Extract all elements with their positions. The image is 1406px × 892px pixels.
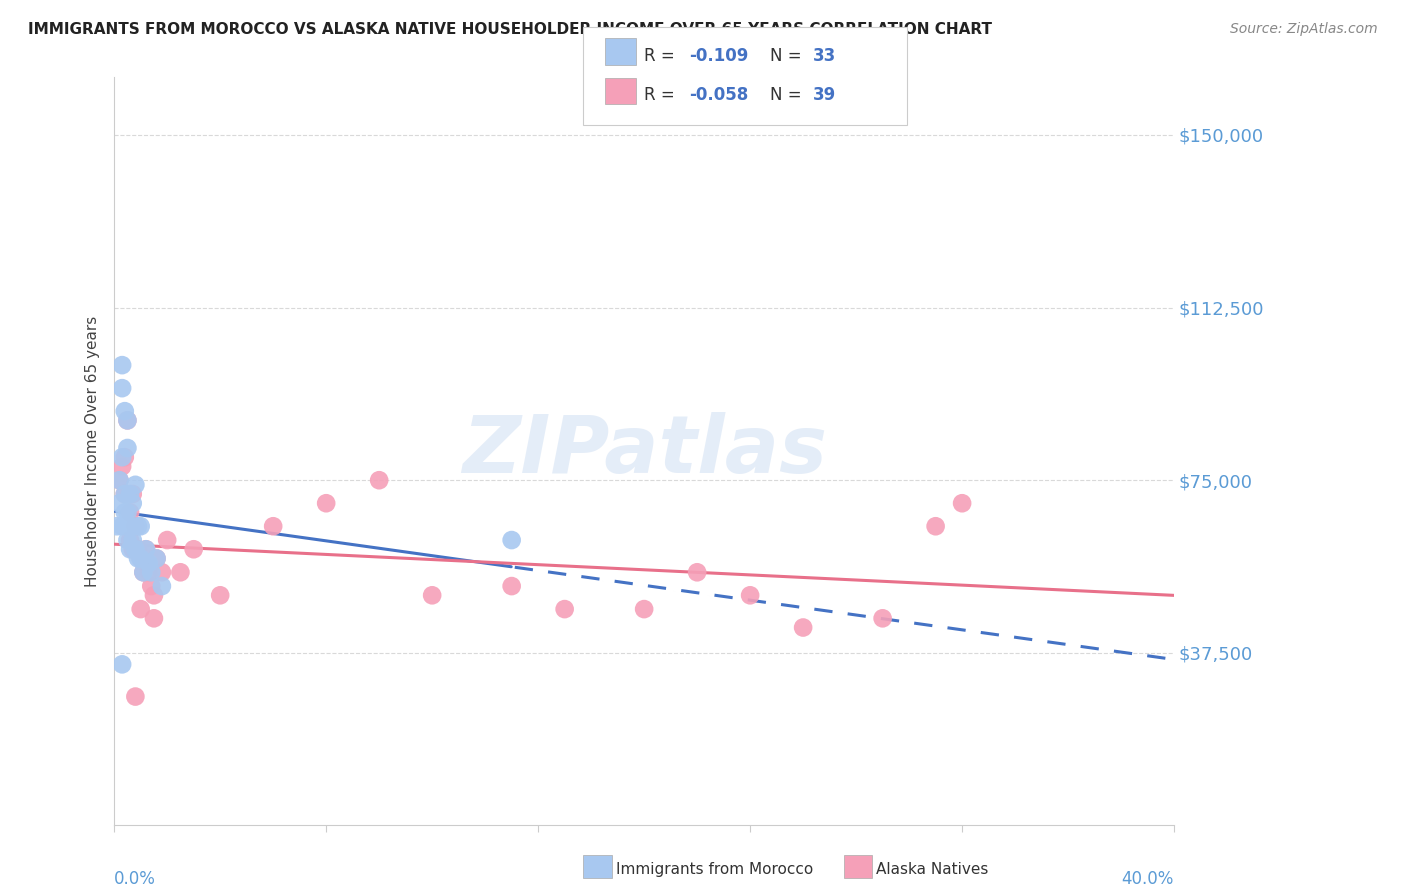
Point — [150, 579, 173, 593]
Point — [145, 551, 167, 566]
Point — [633, 602, 655, 616]
Point — [124, 690, 146, 704]
Point — [209, 588, 232, 602]
Text: 33: 33 — [813, 47, 837, 65]
Point — [156, 533, 179, 547]
Point — [686, 566, 709, 580]
Point — [138, 566, 160, 580]
Point — [117, 413, 139, 427]
Point — [501, 579, 523, 593]
Point — [117, 441, 139, 455]
Text: ZIPatlas: ZIPatlas — [461, 412, 827, 491]
Point — [554, 602, 576, 616]
Point — [950, 496, 973, 510]
Point — [121, 487, 143, 501]
Text: R =: R = — [644, 47, 681, 65]
Point — [105, 519, 128, 533]
Text: Alaska Natives: Alaska Natives — [876, 863, 988, 877]
Point — [127, 551, 149, 566]
Text: 39: 39 — [813, 87, 837, 104]
Point — [108, 496, 131, 510]
Point — [740, 588, 762, 602]
Point — [142, 588, 165, 602]
Point — [315, 496, 337, 510]
Point — [129, 551, 152, 566]
Text: N =: N = — [770, 47, 807, 65]
Point — [129, 519, 152, 533]
Text: 0.0%: 0.0% — [114, 871, 156, 888]
Point — [114, 450, 136, 465]
Point — [108, 473, 131, 487]
Text: -0.058: -0.058 — [689, 87, 748, 104]
Point — [117, 533, 139, 547]
Point — [114, 505, 136, 519]
Point — [129, 602, 152, 616]
Point — [108, 473, 131, 487]
Point — [111, 358, 134, 372]
Point — [117, 505, 139, 519]
Point — [124, 519, 146, 533]
Point — [121, 542, 143, 557]
Point — [121, 533, 143, 547]
Point — [120, 519, 142, 533]
Point — [138, 556, 160, 570]
Point — [150, 566, 173, 580]
Point — [135, 542, 157, 557]
Point — [141, 566, 163, 580]
Text: R =: R = — [644, 87, 681, 104]
Point — [262, 519, 284, 533]
Point — [132, 566, 155, 580]
Point — [183, 542, 205, 557]
Point — [120, 542, 142, 557]
Point — [135, 542, 157, 557]
Point — [121, 496, 143, 510]
Text: -0.109: -0.109 — [689, 47, 748, 65]
Point — [127, 519, 149, 533]
Point — [114, 404, 136, 418]
Point — [111, 381, 134, 395]
Point — [420, 588, 443, 602]
Point — [114, 487, 136, 501]
Text: N =: N = — [770, 87, 807, 104]
Point — [792, 620, 814, 634]
Point — [111, 450, 134, 465]
Point — [111, 459, 134, 474]
Point — [142, 611, 165, 625]
Point — [129, 551, 152, 566]
Point — [111, 657, 134, 672]
Point — [872, 611, 894, 625]
Point — [127, 542, 149, 557]
Text: Source: ZipAtlas.com: Source: ZipAtlas.com — [1230, 22, 1378, 37]
Text: Immigrants from Morocco: Immigrants from Morocco — [616, 863, 813, 877]
Text: IMMIGRANTS FROM MOROCCO VS ALASKA NATIVE HOUSEHOLDER INCOME OVER 65 YEARS CORREL: IMMIGRANTS FROM MOROCCO VS ALASKA NATIVE… — [28, 22, 993, 37]
Point — [132, 566, 155, 580]
Y-axis label: Householder Income Over 65 years: Householder Income Over 65 years — [86, 316, 100, 587]
Point — [924, 519, 946, 533]
Point — [141, 579, 163, 593]
Point — [501, 533, 523, 547]
Point — [120, 533, 142, 547]
Point — [145, 551, 167, 566]
Point — [114, 487, 136, 501]
Point — [124, 478, 146, 492]
Point — [368, 473, 391, 487]
Point — [117, 413, 139, 427]
Point — [169, 566, 191, 580]
Point — [124, 542, 146, 557]
Point — [111, 519, 134, 533]
Text: 40.0%: 40.0% — [1122, 871, 1174, 888]
Point — [120, 505, 142, 519]
Point — [120, 487, 142, 501]
